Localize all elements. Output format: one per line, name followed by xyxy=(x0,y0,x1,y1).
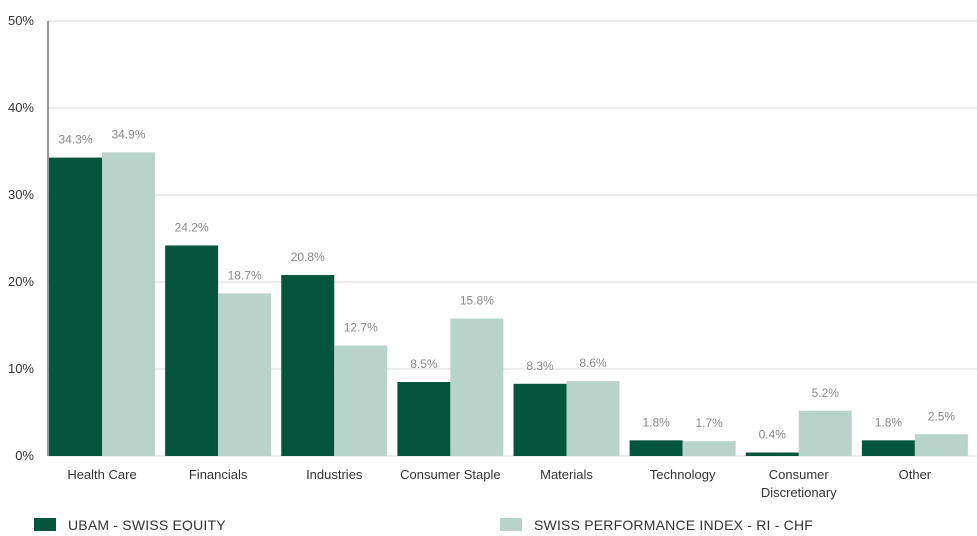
data-label: 24.2% xyxy=(175,220,209,234)
bar-index[interactable] xyxy=(566,381,620,456)
bar-index[interactable] xyxy=(218,293,272,456)
legend: UBAM - SWISS EQUITY SWISS PERFORMANCE IND… xyxy=(34,517,813,533)
x-tick-label-line: Health Care xyxy=(67,467,136,482)
x-tick-label-line: Discretionary xyxy=(761,485,837,500)
x-tick-label-line: Consumer Staple xyxy=(400,467,500,482)
legend-swatch xyxy=(34,518,56,532)
data-label: 15.8% xyxy=(460,294,494,308)
y-tick-label: 20% xyxy=(8,274,34,289)
x-tick-label: Materials xyxy=(540,467,593,482)
x-tick-label-line: Technology xyxy=(650,467,716,482)
x-tick-label-line: Consumer xyxy=(769,467,830,482)
x-tick-label-line: Industries xyxy=(306,467,363,482)
bar-fund[interactable] xyxy=(165,245,219,456)
bar-index[interactable] xyxy=(334,345,388,456)
data-label: 34.9% xyxy=(111,127,145,141)
y-tick-label: 40% xyxy=(8,100,34,115)
y-tick-label: 0% xyxy=(15,448,34,463)
bar-fund[interactable] xyxy=(513,383,567,456)
x-tick-label: Industries xyxy=(306,467,363,482)
data-label: 2.5% xyxy=(928,409,956,423)
y-tick-label: 50% xyxy=(8,13,34,28)
bar-fund[interactable] xyxy=(49,157,102,456)
bar-index[interactable] xyxy=(798,410,852,456)
data-label: 1.7% xyxy=(695,416,723,430)
bar-index[interactable] xyxy=(450,318,504,456)
data-label: 0.4% xyxy=(759,428,787,442)
data-label: 18.7% xyxy=(228,268,262,282)
data-label: 1.8% xyxy=(875,415,903,429)
bar-fund[interactable] xyxy=(281,275,335,456)
y-tick-label: 30% xyxy=(8,187,34,202)
x-tick-label-line: Other xyxy=(899,467,932,482)
data-label: 20.8% xyxy=(291,250,325,264)
bar-index[interactable] xyxy=(102,152,155,456)
data-label: 1.8% xyxy=(642,415,670,429)
x-tick-label: Consumer Staple xyxy=(400,467,500,482)
data-label: 8.3% xyxy=(526,359,554,373)
x-tick-label: Financials xyxy=(189,467,248,482)
legend-swatch xyxy=(500,518,522,532)
data-label: 8.6% xyxy=(579,356,607,370)
x-tick-label-line: Materials xyxy=(540,467,593,482)
legend-label: SWISS PERFORMANCE INDEX - RI - CHF xyxy=(534,517,813,531)
bar-fund[interactable] xyxy=(397,382,451,456)
bar-fund[interactable] xyxy=(745,452,799,456)
bar-index[interactable] xyxy=(682,441,736,456)
x-tick-label: Consumer Discretionary xyxy=(761,467,837,500)
bar-fund[interactable] xyxy=(629,440,683,456)
data-label: 34.3% xyxy=(58,133,92,147)
y-tick-label: 10% xyxy=(8,361,34,376)
x-tick-label: Other xyxy=(899,467,932,482)
x-tick-label: Technology xyxy=(650,467,716,482)
legend-label: UBAM - SWISS EQUITY xyxy=(68,517,226,531)
bar-index[interactable] xyxy=(914,434,968,456)
data-label: 12.7% xyxy=(344,321,378,335)
data-label: 5.2% xyxy=(812,386,840,400)
x-tick-label-line: Financials xyxy=(189,467,248,482)
bar-fund[interactable] xyxy=(861,440,915,456)
data-label: 8.5% xyxy=(410,357,438,371)
bars xyxy=(49,152,968,456)
x-tick-label: Health Care xyxy=(67,467,136,482)
